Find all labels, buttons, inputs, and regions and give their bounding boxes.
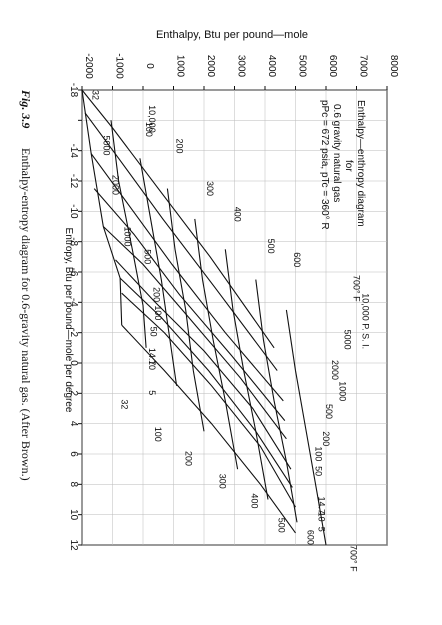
y-axis-label: Enthalpy, Btu per pound—mole <box>156 29 308 41</box>
isotherm-line <box>285 309 327 546</box>
entropy-tick-label: 8 <box>68 482 79 488</box>
curve-label: 200 <box>184 451 194 466</box>
entropy-ticks: -18 -14 -12 -10 -8 -6 -4 -2 0 2 4 6 8 10 12 <box>68 83 82 551</box>
entropy-tick-label: 6 <box>68 451 79 457</box>
curve-label: 200 <box>321 431 331 446</box>
entropy-tick-label: -6 <box>68 268 79 277</box>
isobar-curves <box>81 89 296 534</box>
isobar-line <box>121 292 296 508</box>
caption-text: Enthalpy-entropy diagram for 0.6-gravity… <box>19 148 33 481</box>
enthalpy-tick-label: 7000 <box>358 55 369 78</box>
curve-label: 200 <box>175 139 185 154</box>
x-axis-label: Entropy, Btu per pound—mole per degree <box>63 228 74 413</box>
enthalpy-tick-label: -2000 <box>83 53 94 79</box>
entropy-tick-label: 4 <box>68 421 79 427</box>
isotherm-line <box>81 89 123 326</box>
caption-fig-number: Fig. 3.9 <box>19 89 33 128</box>
curve-label: 500 <box>277 518 287 533</box>
enthalpy-tick-label: 1000 <box>175 55 186 78</box>
entropy-tick-label: -4 <box>68 298 79 307</box>
isotherm-line <box>255 279 298 523</box>
isobar-line <box>102 226 287 440</box>
chart-title-block: Enthalpy—enthropy diagram for 0.6 gravit… <box>319 100 366 230</box>
curve-label: 5000 <box>342 330 352 350</box>
entropy-tick-label: 0 <box>68 360 79 366</box>
enthalpy-tick-label: 4000 <box>266 55 277 78</box>
curve-label: 700° F <box>351 275 361 302</box>
isotherm-curves <box>81 89 327 546</box>
isobar-line <box>119 277 293 488</box>
enthalpy-ticks: -2000 -1000 0 1000 2000 3000 4000 5000 6000 7000 8… <box>81 53 399 90</box>
curve-label: 14.7 <box>147 348 157 366</box>
title-line-2: for <box>343 160 354 172</box>
curve-label: 50 <box>149 327 159 337</box>
curve-label: 500 <box>266 239 276 254</box>
entropy-tick-label: -14 <box>68 143 79 158</box>
curve-labels: 10,000 P. S. I.5000200010005002001005014… <box>91 90 371 572</box>
curve-label: 50 <box>313 466 323 476</box>
enthalpy-tick-label: 6000 <box>327 55 338 78</box>
isobar-line <box>84 112 278 371</box>
curve-label: 100 <box>153 427 163 442</box>
title-line-1: Enthalpy—enthropy diagram <box>355 100 366 227</box>
curve-label: 10,000 P. S. I. <box>361 293 371 349</box>
curve-label: 1000 <box>338 381 348 401</box>
isobar-line <box>115 259 292 470</box>
curve-label: 2000 <box>330 360 340 380</box>
isobar-line <box>93 188 286 421</box>
curve-label: 5000 <box>101 136 111 156</box>
curve-label: 600 <box>306 530 316 545</box>
curve-label: 10 <box>316 512 326 522</box>
curve-label: 400 <box>233 207 243 222</box>
curve-label: 600 <box>292 252 302 267</box>
enthalpy-tick-label: 0 <box>144 63 155 69</box>
curve-label: 5 <box>147 390 157 395</box>
curve-label: 700° F <box>348 545 358 572</box>
isobar-line <box>121 324 296 534</box>
curve-label: 500 <box>143 249 153 264</box>
entropy-tick-label: 12 <box>68 539 79 551</box>
figure-caption: Fig. 3.9 Enthalpy-entropy diagram for 0.… <box>19 89 33 481</box>
isotherm-line <box>224 249 269 500</box>
curve-label: 10,000 <box>147 105 157 133</box>
entropy-tick-label: -10 <box>68 204 79 219</box>
curve-label: 300 <box>205 181 215 196</box>
curve-label: 100 <box>144 122 154 137</box>
plot-area: -2000 -1000 0 1000 2000 3000 4000 5000 6000 7000 8… <box>68 53 399 572</box>
enthalpy-tick-label: 2000 <box>205 55 216 78</box>
isotherm-line <box>110 120 147 348</box>
entropy-tick-label: -2 <box>68 328 79 337</box>
curve-label: 5 <box>316 527 326 532</box>
entropy-tick-label: 10 <box>68 509 79 521</box>
curve-label: 100 <box>153 305 163 320</box>
title-line-3: 0.6 gravity natural gas <box>331 104 342 202</box>
isotherm-line <box>139 158 178 386</box>
curve-label: 14.7 <box>316 496 326 514</box>
entropy-tick-label: -18 <box>68 83 79 98</box>
curve-label: 2000 <box>111 175 121 195</box>
entropy-tick-label: 2 <box>68 391 79 397</box>
entropy-tick-label: -8 <box>68 237 79 246</box>
curve-label: 300 <box>217 474 227 489</box>
isobar-line <box>90 153 284 402</box>
isotherm-line <box>166 188 205 432</box>
curve-label: 400 <box>249 493 259 508</box>
isobar-line <box>81 89 275 349</box>
enthalpy-tick-label: 8000 <box>388 55 399 78</box>
curve-label: 500 <box>324 404 334 419</box>
enthalpy-tick-label: -1000 <box>114 53 125 79</box>
enthalpy-tick-label: 5000 <box>297 55 308 78</box>
title-line-4: pPc = 672 psia, pTc = 360° R <box>319 100 330 230</box>
curve-label: 10 <box>147 360 157 370</box>
entropy-tick-label: -12 <box>68 174 79 189</box>
grid <box>81 89 388 546</box>
curve-label: 100 <box>313 446 323 461</box>
curve-label: 32 <box>91 90 101 100</box>
curve-label: 32 <box>120 399 130 409</box>
curve-label: 1000 <box>123 227 133 247</box>
enthalpy-tick-label: 3000 <box>236 55 247 78</box>
curve-label: 200 <box>152 287 162 302</box>
isotherm-line <box>194 218 239 470</box>
